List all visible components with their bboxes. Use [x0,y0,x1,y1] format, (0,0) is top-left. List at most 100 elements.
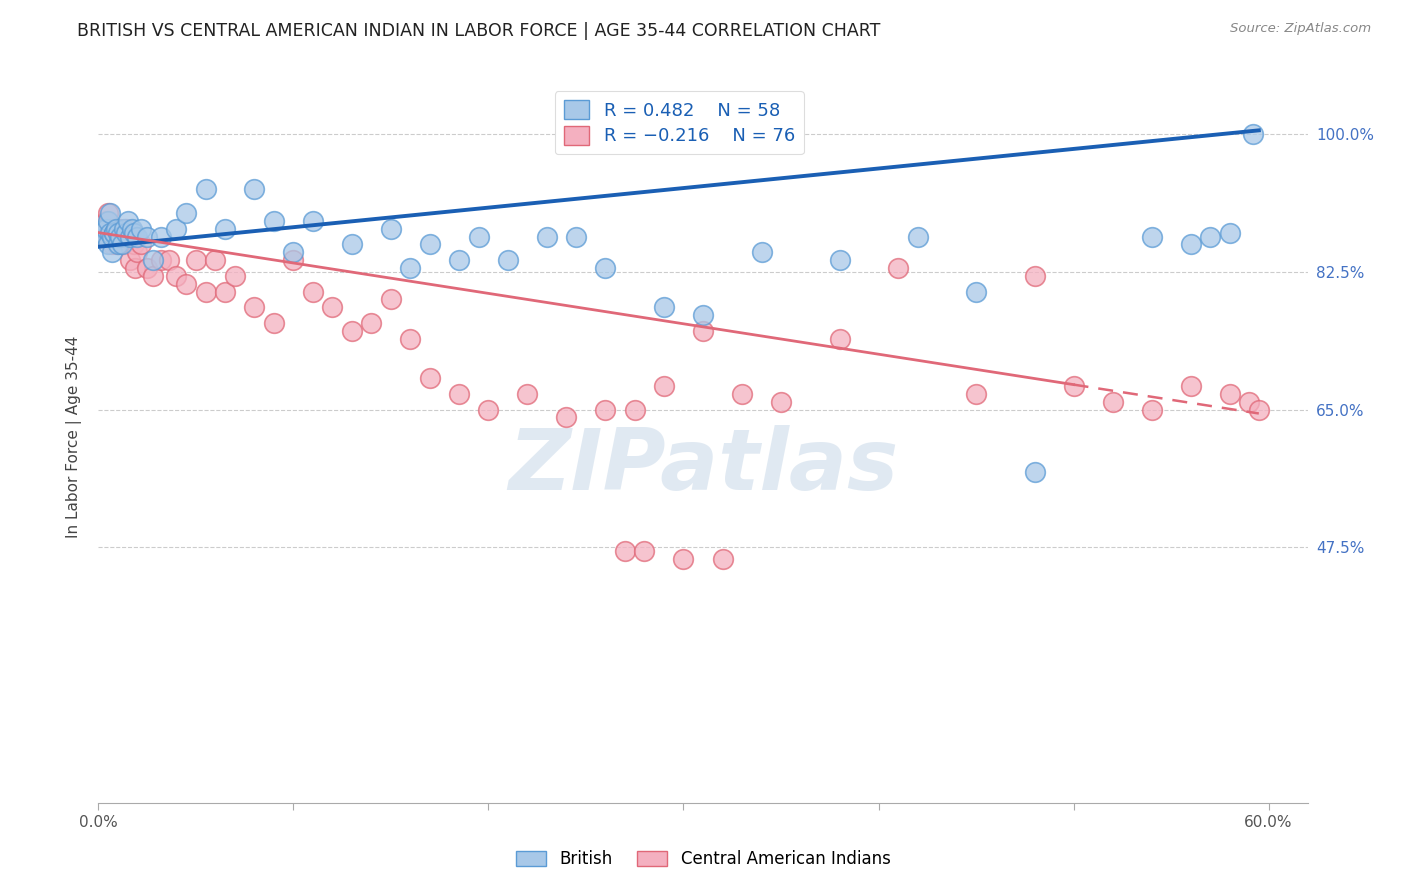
Point [103,226,125,240]
Point [101,229,124,244]
Point [1140,402,1163,417]
Point [107,226,129,240]
Point [633,544,655,558]
Point [692,308,714,322]
Point [1140,229,1163,244]
Point [1180,237,1202,252]
Point [96,221,118,235]
Point [907,229,929,244]
Point [419,237,441,252]
Point [112,221,135,235]
Point [516,387,538,401]
Text: Source: ZipAtlas.com: Source: ZipAtlas.com [1230,22,1371,36]
Point [97,237,120,252]
Point [103,226,125,240]
Legend: British, Central American Indians: British, Central American Indians [509,844,897,875]
Point [449,387,471,401]
Point [121,229,143,244]
Point [118,229,141,244]
Point [965,285,987,299]
Point [122,237,145,252]
Point [174,277,197,291]
Point [672,552,695,566]
Text: BRITISH VS CENTRAL AMERICAN INDIAN IN LABOR FORCE | AGE 35-44 CORRELATION CHART: BRITISH VS CENTRAL AMERICAN INDIAN IN LA… [77,22,880,40]
Point [108,226,131,240]
Point [142,268,165,283]
Point [127,245,149,260]
Point [96,229,118,244]
Point [149,253,172,268]
Point [828,253,851,268]
Point [131,221,153,235]
Point [101,237,124,252]
Point [101,245,124,260]
Point [263,316,285,330]
Point [104,221,127,235]
Point [380,293,402,307]
Point [283,253,305,268]
Point [623,402,645,417]
Point [214,221,236,235]
Point [93,226,115,240]
Point [751,245,773,260]
Point [399,332,422,346]
Point [194,182,217,196]
Point [104,237,127,252]
Point [214,285,236,299]
Point [302,285,325,299]
Point [1247,402,1270,417]
Point [449,253,471,268]
Point [194,285,217,299]
Point [887,260,910,275]
Point [302,214,325,228]
Point [114,221,136,235]
Point [769,394,792,409]
Point [1063,379,1085,393]
Point [263,214,285,228]
Point [711,552,734,566]
Point [108,229,131,244]
Point [112,226,135,240]
Point [107,237,129,252]
Point [536,229,558,244]
Point [114,226,136,240]
Point [1024,268,1046,283]
Point [127,229,149,244]
Point [112,237,135,252]
Point [101,226,124,240]
Y-axis label: In Labor Force | Age 35-44: In Labor Force | Age 35-44 [66,336,83,538]
Point [595,260,617,275]
Point [98,226,121,240]
Point [111,237,134,252]
Point [224,268,246,283]
Point [1219,226,1241,240]
Point [157,253,180,268]
Point [1199,229,1222,244]
Point [108,221,131,235]
Point [98,206,121,220]
Point [103,221,125,235]
Point [340,324,363,338]
Point [149,229,172,244]
Point [243,301,266,315]
Point [121,221,143,235]
Point [98,221,121,235]
Point [165,221,187,235]
Point [1237,394,1260,409]
Point [419,371,441,385]
Point [136,229,159,244]
Point [477,402,499,417]
Point [1219,387,1241,401]
Point [93,221,115,235]
Point [131,237,153,252]
Legend: R = 0.482    N = 58, R = −0.216    N = 76: R = 0.482 N = 58, R = −0.216 N = 76 [555,91,804,154]
Point [1241,128,1264,142]
Point [98,229,121,244]
Point [652,379,675,393]
Point [142,253,165,268]
Point [104,226,127,240]
Point [380,221,402,235]
Point [96,214,118,228]
Point [103,226,125,240]
Point [555,410,578,425]
